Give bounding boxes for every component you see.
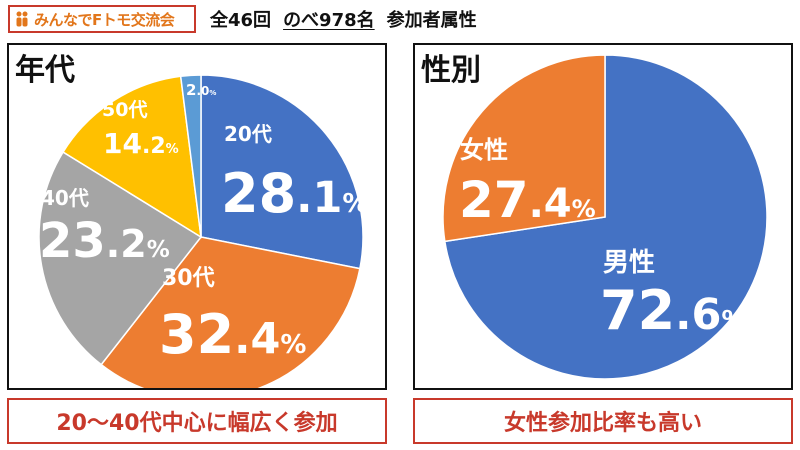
- page-header: 全46回 のべ978名 参加者属性: [210, 6, 477, 32]
- age-category-label-4: 60代: [187, 59, 218, 75]
- gender-value-label-0: 72.6%: [600, 279, 747, 342]
- age-slice-4: [179, 74, 202, 238]
- age-value-label-3: 14.2%: [103, 127, 179, 160]
- gender-panel: 性別 男性 72.6% 女性 27.4%: [413, 43, 793, 390]
- total-participants: のべ978名: [283, 10, 375, 31]
- age-value-label-0: 28.1%: [221, 162, 368, 225]
- page-title: 参加者属性: [386, 10, 477, 31]
- gender-caption: 女性参加比率も高い: [413, 398, 793, 444]
- age-slice-2: [38, 151, 203, 366]
- age-panel: 年代 20代 28.1% 30代 32.4% 40代 23.2% 50代 14.2% 60代 2.…: [7, 43, 387, 390]
- age-category-label-2: 40代: [41, 186, 89, 210]
- session-count: 全46回: [210, 10, 272, 31]
- people-icon: [16, 11, 28, 27]
- age-chart-title: 年代: [15, 53, 75, 88]
- age-slice-0: [200, 74, 364, 270]
- gender-value-label-1: 27.4%: [459, 171, 596, 229]
- logo: みんなでFトモ交流会: [8, 5, 196, 33]
- age-slice-1: [100, 236, 361, 388]
- gender-category-label-1: 女性: [460, 136, 508, 164]
- age-category-label-1: 30代: [162, 266, 215, 291]
- age-value-label-1: 32.4%: [159, 303, 306, 366]
- gender-slice-0: [443, 54, 768, 380]
- age-category-label-0: 20代: [224, 122, 272, 146]
- age-value-label-2: 23.2%: [39, 213, 170, 269]
- age-value-label-4: 2.0%: [186, 81, 216, 99]
- age-slice-3: [62, 75, 202, 239]
- age-category-label-3: 50代: [102, 99, 147, 121]
- gender-chart-title: 性別: [421, 53, 481, 88]
- gender-category-label-0: 男性: [603, 248, 655, 278]
- age-pie-chart: 20代 28.1% 30代 32.4% 40代 23.2% 50代 14.2% 60代 2.0%: [38, 59, 368, 388]
- gender-slice-1: [442, 54, 606, 243]
- age-caption: 20～40代中心に幅広く参加: [7, 398, 387, 444]
- logo-text: みんなでFトモ交流会: [34, 10, 175, 29]
